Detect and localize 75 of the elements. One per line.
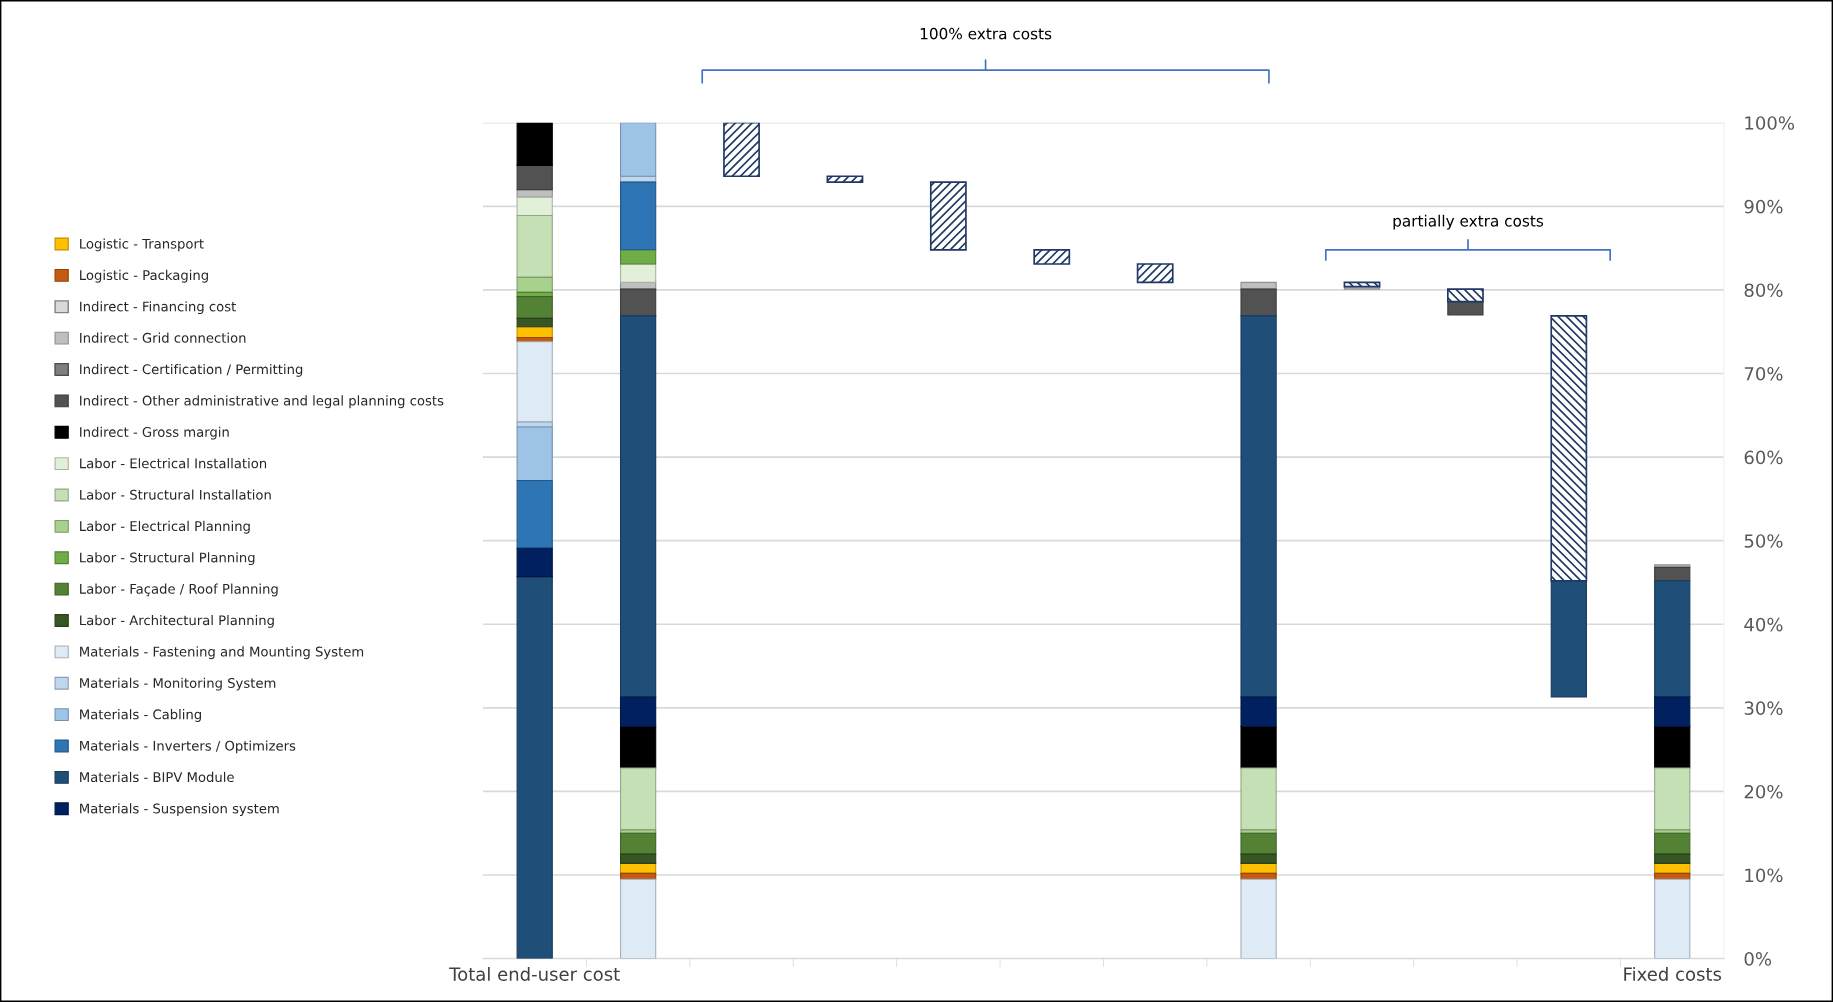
y-tick-label: 0% (1744, 952, 1772, 966)
bar (619, 263, 657, 283)
y-tick-label: 10% (1745, 868, 1783, 883)
bar (1033, 248, 1071, 265)
text: 100% extra costs (920, 27, 1052, 40)
bar (516, 479, 553, 549)
bar (516, 426, 553, 482)
bar (1240, 315, 1277, 698)
bar (516, 547, 553, 578)
x-tick-label: Fixed costs (1624, 966, 1722, 981)
legend-label: Indirect - Gross margin (80, 426, 229, 440)
legend-label: Materials - Inverters / Optimizers (80, 740, 296, 754)
bar (619, 315, 657, 698)
bar (1654, 725, 1691, 769)
y-tick-label: 70% (1744, 366, 1783, 381)
y-tick-label: 20% (1744, 784, 1783, 799)
y-tick-label: 40% (1744, 617, 1783, 632)
y-tick-label: 80% (1744, 283, 1783, 298)
bar (1654, 829, 1691, 834)
legend-label: Labor - Electrical Installation (80, 458, 267, 469)
y-tick-label: 50% (1744, 534, 1783, 548)
bar (619, 181, 657, 251)
bar (516, 276, 553, 293)
bar (516, 576, 553, 959)
legend-label: Labor - Architectural Planning (80, 614, 274, 628)
legend-label: Materials - Suspension system (80, 803, 279, 817)
bar (619, 767, 657, 831)
bar (516, 164, 553, 191)
legend-label: Logistic - Packaging (80, 269, 208, 283)
legend-label: Materials - Cabling (80, 709, 201, 722)
bar (619, 829, 657, 834)
bar (826, 175, 864, 183)
bar (619, 878, 657, 959)
bar (619, 288, 657, 317)
legend-label: Labor - Electrical Planning (80, 520, 250, 534)
legend-label: Labor - Façade / Roof Planning (80, 583, 278, 597)
y-tick-label: 60% (1744, 450, 1783, 465)
bar (1654, 767, 1691, 831)
bar (619, 249, 657, 265)
bar (1240, 829, 1277, 834)
bar (1446, 288, 1484, 303)
bar (1654, 580, 1691, 698)
y-tick-label: 30% (1744, 701, 1783, 715)
bar (619, 696, 657, 727)
bar (1240, 767, 1277, 831)
bar (1240, 878, 1277, 959)
legend-label: Indirect - Financing cost (80, 301, 236, 314)
x-tick-label: Total end-user cost (449, 966, 620, 981)
bar (723, 122, 760, 178)
legend-label: Indirect - Certification / Permitting (80, 363, 303, 377)
bar (516, 122, 553, 166)
legend-label: Materials - Monitoring System (80, 677, 276, 691)
annotation: partially extra costs (1393, 214, 1544, 230)
legend-label: Logistic - Transport (80, 238, 204, 252)
legend-label: Indirect - Grid connection (80, 332, 246, 343)
y-tick-label: 100% (1745, 116, 1794, 130)
legend-label: Indirect - Other administrative and legal planning costs (80, 395, 444, 409)
bar (619, 725, 657, 769)
bar (516, 196, 553, 217)
bar (516, 214, 553, 278)
bar (1240, 725, 1277, 769)
bar (619, 122, 657, 177)
bar (1240, 696, 1277, 727)
bar (1447, 301, 1484, 316)
legend-label: Materials - Fastening and Mounting System (80, 646, 364, 660)
bar (1240, 288, 1277, 317)
legend-label: Labor - Structural Planning (80, 552, 255, 566)
bar (1654, 878, 1691, 959)
bar (929, 181, 967, 251)
bar (1654, 696, 1691, 727)
bar (1136, 263, 1174, 284)
legend-label: Labor - Structural Installation (80, 489, 271, 500)
y-tick-label: 90% (1744, 199, 1783, 214)
bar (516, 341, 553, 423)
legend-label: Materials - BIPV Module (80, 771, 234, 783)
